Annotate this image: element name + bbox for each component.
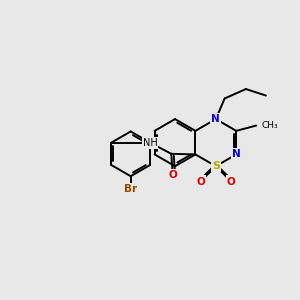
Text: O: O xyxy=(168,170,177,180)
Text: N: N xyxy=(212,114,220,124)
Text: N: N xyxy=(232,149,241,159)
Text: O: O xyxy=(196,176,205,187)
Text: NH: NH xyxy=(143,138,158,148)
Text: Br: Br xyxy=(124,184,137,194)
Text: CH₃: CH₃ xyxy=(262,121,278,130)
Text: S: S xyxy=(212,161,220,171)
Text: O: O xyxy=(227,176,236,187)
